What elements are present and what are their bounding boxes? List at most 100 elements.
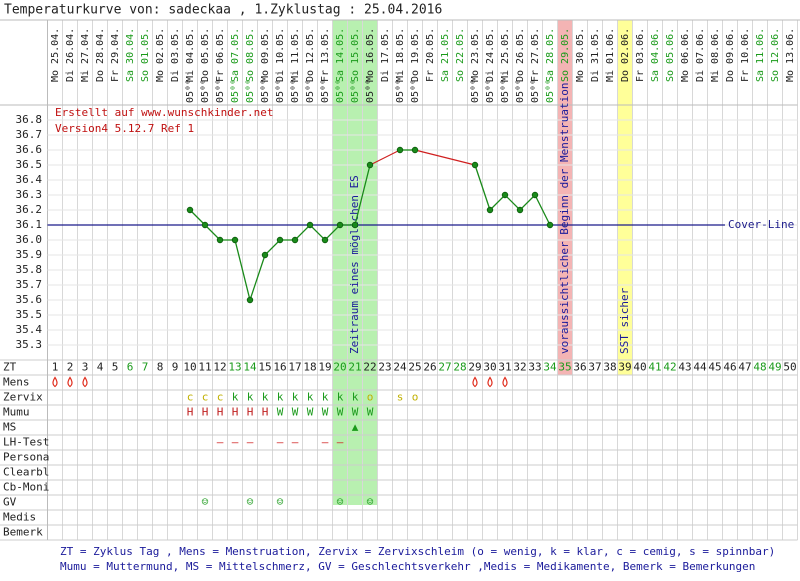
temperature-point [411, 146, 419, 154]
zt-number: 1 [52, 361, 59, 374]
y-tick-label: 36.2 [16, 203, 43, 216]
zt-number: 35 [558, 361, 571, 374]
chart-title: Temperaturkurve von: sadeckaa , 1.Zyklus… [4, 3, 442, 18]
zt-number: 9 [172, 361, 179, 374]
date-label: Sa 28.05. [545, 28, 556, 82]
row-label: ZT [3, 361, 17, 374]
zt-number: 32 [513, 361, 526, 374]
mens-drop [67, 376, 73, 388]
y-tick-label: 36.4 [16, 173, 43, 186]
row-cell: ☺ [247, 496, 254, 509]
zt-number: 5 [112, 361, 119, 374]
zt-number: 24 [393, 361, 407, 374]
zt-number: 25 [408, 361, 421, 374]
zt-number: 47 [738, 361, 751, 374]
date-label: Mo 16.05. [365, 28, 376, 82]
zt-number: 12 [213, 361, 226, 374]
zt-number: 14 [243, 361, 257, 374]
date-label: Mi 08.06. [710, 28, 721, 82]
date-label: Mo 09.05. [260, 28, 271, 82]
row-label: LH-Test [3, 436, 49, 449]
note: Version4 5.12.7 Ref 1 [55, 122, 194, 135]
date-label: So 12.06. [770, 28, 781, 82]
date-label: Mo 23.05. [470, 28, 481, 82]
legend-text: Mumu = Muttermund, MS = Mittelschmerz, G… [60, 560, 755, 573]
row-cell: k [352, 391, 359, 404]
time-label: 05⁰⁰ [215, 79, 226, 103]
row-cell: H [232, 406, 239, 419]
date-label: Di 03.05. [170, 28, 181, 82]
y-tick-label: 35.3 [16, 338, 43, 351]
temperature-point [501, 191, 509, 199]
date-label: Fr 29.04. [110, 28, 121, 82]
row-cell: ☺ [202, 496, 209, 509]
date-label: Mi 01.06. [605, 28, 616, 82]
highlight-band [332, 20, 378, 505]
time-label: 05⁰⁰ [320, 79, 331, 103]
row-cell: ☺ [277, 496, 284, 509]
row-cell: c [202, 391, 209, 404]
date-label: So 05.06. [665, 28, 676, 82]
row-cell: H [247, 406, 254, 419]
date-label: Di 26.04. [65, 28, 76, 82]
row-cell: – [292, 436, 299, 449]
mens-drop [502, 376, 508, 388]
row-label: Mumu [3, 406, 30, 419]
date-label: Mi 11.05. [290, 28, 301, 82]
temperature-point [291, 236, 299, 244]
row-cell: k [232, 391, 239, 404]
date-label: So 22.05. [455, 28, 466, 82]
row-label: Bemerk [3, 526, 43, 539]
row-cell: W [367, 406, 374, 419]
band-label: Zeitraum eines möglichen ES [348, 175, 361, 354]
zt-number: 20 [333, 361, 346, 374]
row-cell: W [322, 406, 329, 419]
row-cell: H [262, 406, 269, 419]
zt-number: 23 [378, 361, 391, 374]
date-label: Mo 13.06. [785, 28, 796, 82]
zt-number: 44 [693, 361, 707, 374]
zt-number: 3 [82, 361, 89, 374]
zt-number: 18 [303, 361, 316, 374]
date-label: Mo 02.05. [155, 28, 166, 82]
y-tick-label: 36.6 [16, 143, 43, 156]
time-label: 05⁰⁰ [545, 79, 556, 103]
y-tick-label: 35.9 [16, 248, 43, 261]
row-cell: H [202, 406, 209, 419]
time-label: 05⁰⁰ [500, 79, 511, 103]
date-label: Sa 14.05. [335, 28, 346, 82]
zt-number: 36 [573, 361, 586, 374]
zt-number: 39 [618, 361, 631, 374]
note: Erstellt auf www.wunschkinder.net [55, 106, 274, 119]
highlight-band [617, 20, 633, 375]
zt-number: 29 [468, 361, 481, 374]
zt-number: 49 [768, 361, 781, 374]
zt-number: 41 [648, 361, 661, 374]
time-label: 05⁰⁰ [410, 79, 421, 103]
date-label: Fr 06.05. [215, 28, 226, 82]
legend-text: ZT = Zyklus Tag , Mens = Menstruation, Z… [60, 545, 775, 558]
zt-number: 11 [198, 361, 211, 374]
y-tick-label: 36.0 [16, 233, 43, 246]
date-label: Sa 04.06. [650, 28, 661, 82]
y-tick-label: 35.5 [16, 308, 43, 321]
row-cell: k [247, 391, 254, 404]
date-label: Mi 27.04. [80, 28, 91, 82]
date-label: Do 28.04. [95, 28, 106, 82]
row-cell: – [232, 436, 239, 449]
date-label: Fr 10.06. [740, 28, 751, 82]
row-label: MS [3, 421, 16, 434]
row-cell: c [187, 391, 194, 404]
row-cell: c [217, 391, 224, 404]
gap-line [414, 149, 476, 166]
row-cell: o [412, 391, 419, 404]
mens-drop [487, 376, 493, 388]
temperature-point [516, 206, 524, 214]
zt-number: 22 [363, 361, 376, 374]
zt-number: 7 [142, 361, 149, 374]
date-label: Fr 20.05. [425, 28, 436, 82]
row-cell: k [292, 391, 299, 404]
temperature-point [546, 221, 554, 229]
row-cell: H [217, 406, 224, 419]
row-label: Cb-Moni [3, 481, 49, 494]
